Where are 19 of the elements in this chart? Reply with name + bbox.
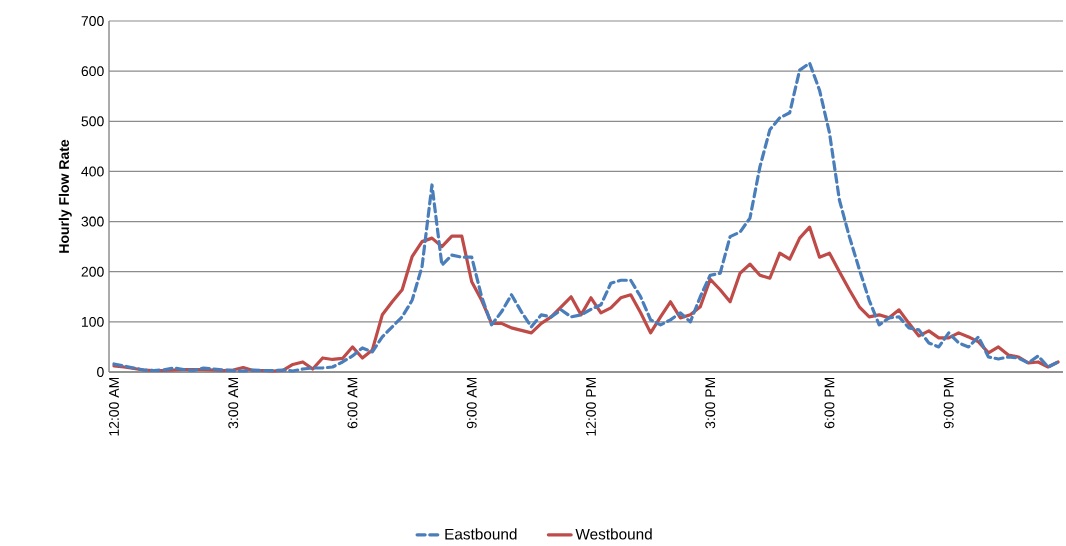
- x-tick-label: 3:00 PM: [705, 377, 716, 429]
- y-tick-label: 200: [81, 266, 104, 277]
- y-tick-label: 100: [82, 316, 104, 327]
- x-tick-label: 6:00 PM: [824, 377, 835, 429]
- y-tick-label: 700: [81, 16, 104, 26]
- x-tick-label: 3:00 AM: [228, 377, 239, 429]
- y-tick-label: 300: [81, 216, 104, 227]
- legend-label: Eastbound: [445, 528, 517, 540]
- x-tick-label: 12:00 PM: [586, 377, 596, 436]
- y-axis-title: Hourly Flow Rate: [58, 139, 72, 253]
- y-tick-label: 400: [81, 166, 104, 177]
- y-tick-label: 0: [97, 367, 104, 377]
- x-tick-label: 9:00 PM: [943, 377, 954, 429]
- x-tick-label: 6:00 AM: [347, 377, 358, 429]
- y-tick-label: 500: [81, 116, 104, 127]
- x-tick-label: 9:00 AM: [466, 377, 477, 429]
- x-tick-label: 12:00 AM: [109, 377, 119, 436]
- legend-label: Westbound: [575, 528, 652, 540]
- y-tick-label: 600: [81, 66, 104, 77]
